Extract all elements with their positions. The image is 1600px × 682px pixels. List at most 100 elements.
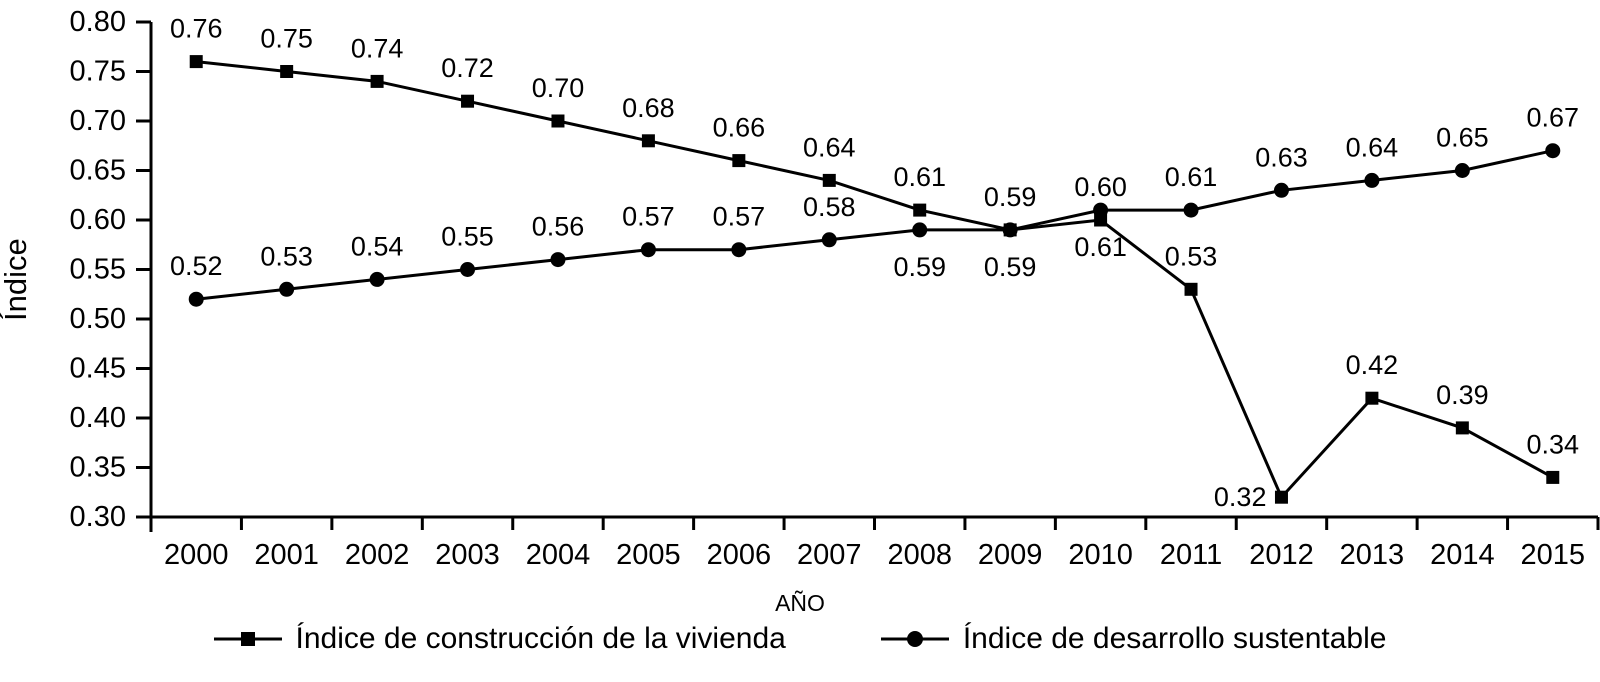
y-tick-label: 0.35 xyxy=(70,452,126,484)
data-point-marker-square xyxy=(1546,470,1560,484)
legend-circle-marker-icon xyxy=(880,631,949,647)
data-point-marker-square xyxy=(1455,421,1469,435)
legend: Índice de construcción de la vivienda Ín… xyxy=(0,624,1600,654)
data-point-marker-square xyxy=(280,65,294,78)
y-tick-label: 0.50 xyxy=(70,303,126,335)
data-point-marker-circle xyxy=(1093,202,1109,218)
data-point-marker-square xyxy=(189,55,203,69)
data-point-label: 0.53 xyxy=(1165,241,1218,271)
data-point-marker-circle xyxy=(1273,182,1289,198)
x-year-label: 2015 xyxy=(1521,539,1586,571)
data-point-label: 0.32 xyxy=(1214,482,1267,512)
data-point-label: 0.56 xyxy=(532,212,585,242)
data-point-marker-circle xyxy=(1002,222,1018,238)
data-point-marker-circle xyxy=(550,252,566,268)
x-axis-title: AÑO xyxy=(775,590,825,616)
x-year-label: 2003 xyxy=(435,539,500,571)
data-point-label: 0.53 xyxy=(260,241,313,271)
y-tick-label: 0.70 xyxy=(70,105,126,137)
y-tick-label: 0.60 xyxy=(70,204,126,236)
y-tick-label: 0.40 xyxy=(70,402,126,434)
x-year-label: 2006 xyxy=(707,539,772,571)
data-point-label: 0.34 xyxy=(1527,429,1580,459)
data-point-marker-circle xyxy=(1364,172,1380,188)
data-point-label: 0.61 xyxy=(1074,232,1127,262)
data-point-label: 0.59 xyxy=(893,252,946,282)
data-point-label: 0.59 xyxy=(984,252,1037,282)
data-point-marker-circle xyxy=(188,291,204,307)
series-line-1 xyxy=(196,149,1554,301)
x-year-label: 2012 xyxy=(1249,539,1314,571)
data-point-label: 0.61 xyxy=(1165,162,1218,192)
x-year-label: 2008 xyxy=(887,539,952,571)
data-point-label: 0.63 xyxy=(1255,142,1308,172)
y-axis-title: Índice xyxy=(0,238,33,322)
data-point-label: 0.58 xyxy=(803,192,856,222)
data-point-label: 0.74 xyxy=(351,33,404,63)
data-point-marker-circle xyxy=(279,281,295,297)
data-point-marker-square xyxy=(551,114,565,128)
x-year-label: 2000 xyxy=(164,539,229,571)
x-year-label: 2014 xyxy=(1430,539,1495,571)
data-point-marker-square xyxy=(913,203,927,217)
data-point-label: 0.61 xyxy=(893,162,946,192)
x-year-label: 2004 xyxy=(526,539,591,571)
data-point-marker-square xyxy=(1184,282,1198,296)
data-point-marker-square xyxy=(370,74,384,88)
legend-item-construccion: Índice de construcción de la vivienda xyxy=(213,622,786,655)
data-point-marker-circle xyxy=(821,232,837,248)
x-year-label: 2005 xyxy=(616,539,681,571)
data-point-label: 0.52 xyxy=(170,251,223,281)
data-point-marker-square xyxy=(461,94,475,108)
data-point-label: 0.66 xyxy=(713,113,766,143)
data-point-label: 0.39 xyxy=(1436,380,1489,410)
y-tick-label: 0.45 xyxy=(70,353,126,385)
data-point-label: 0.55 xyxy=(441,222,494,252)
data-point-marker-square xyxy=(1365,391,1379,405)
legend-item-desarrollo: Índice de desarrollo sustentable xyxy=(880,622,1387,655)
data-point-marker-circle xyxy=(460,262,476,277)
legend-label-construccion: Índice de construcción de la vivienda xyxy=(295,622,786,655)
y-tick-label: 0.55 xyxy=(70,254,126,286)
data-point-label: 0.54 xyxy=(351,231,404,261)
data-point-marker-circle xyxy=(1545,143,1561,159)
data-point-marker-circle xyxy=(369,271,385,287)
x-year-label: 2013 xyxy=(1340,539,1405,571)
data-point-label: 0.67 xyxy=(1527,103,1580,133)
y-tick-label: 0.75 xyxy=(70,56,126,88)
data-point-label: 0.65 xyxy=(1436,123,1489,153)
data-point-label: 0.68 xyxy=(622,93,675,123)
x-year-label: 2009 xyxy=(978,539,1043,571)
x-year-label: 2011 xyxy=(1160,539,1222,571)
data-point-label: 0.72 xyxy=(441,53,494,83)
x-year-label: 2010 xyxy=(1068,539,1133,571)
data-point-marker-square xyxy=(732,154,746,168)
y-tick-label: 0.80 xyxy=(70,6,126,38)
data-point-marker-circle xyxy=(1183,202,1199,218)
x-year-label: 2007 xyxy=(797,539,862,571)
data-point-label: 0.42 xyxy=(1346,350,1399,380)
data-point-marker-circle xyxy=(1454,163,1470,178)
data-point-marker-circle xyxy=(640,242,656,258)
data-point-label: 0.70 xyxy=(532,73,585,103)
data-point-label: 0.59 xyxy=(984,182,1037,212)
data-point-marker-square xyxy=(1274,490,1288,504)
data-point-label: 0.76 xyxy=(170,14,223,44)
x-year-label: 2001 xyxy=(254,539,319,571)
legend-label-desarrollo: Índice de desarrollo sustentable xyxy=(962,622,1387,655)
data-point-marker-circle xyxy=(912,222,928,238)
data-point-label: 0.57 xyxy=(713,202,766,232)
legend-square-marker-icon xyxy=(213,632,282,646)
data-point-marker-square xyxy=(822,173,836,187)
data-point-marker-square xyxy=(641,134,655,148)
y-tick-label: 0.30 xyxy=(70,501,126,533)
data-point-label: 0.64 xyxy=(1346,132,1399,162)
data-point-label: 0.60 xyxy=(1074,172,1127,202)
series-line-0 xyxy=(196,60,1554,500)
data-point-label: 0.64 xyxy=(803,132,856,162)
data-point-label: 0.75 xyxy=(260,24,313,54)
data-point-label: 0.57 xyxy=(622,202,675,232)
data-point-marker-circle xyxy=(731,242,747,258)
